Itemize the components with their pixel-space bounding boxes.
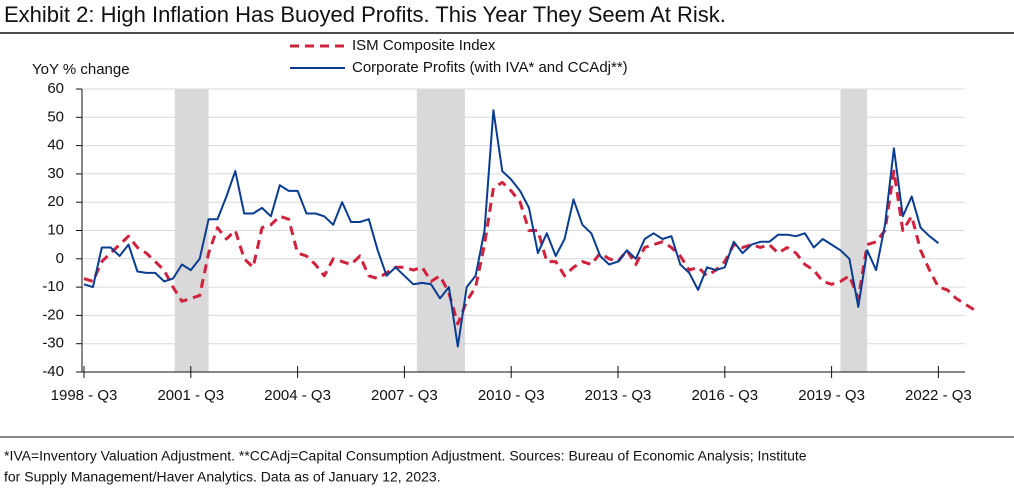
x-tick-label: 2010 - Q3 — [478, 387, 545, 404]
y-tick-label: -40 — [42, 363, 64, 380]
y-tick-label: 40 — [47, 137, 64, 154]
series-line — [83, 109, 940, 348]
legend-label: ISM Composite Index — [352, 37, 496, 54]
footnote: for Supply Management/Haver Analytics. D… — [4, 469, 441, 485]
chart-title: Exhibit 2: High Inflation Has Buoyed Pro… — [4, 2, 726, 27]
y-tick-label: -20 — [42, 306, 64, 323]
x-tick-label: 2001 - Q3 — [157, 387, 224, 404]
x-tick-label: 2004 - Q3 — [264, 387, 331, 404]
legend-label: Corporate Profits (with IVA* and CCAdj**… — [352, 59, 628, 76]
x-tick-label: 2007 - Q3 — [371, 387, 438, 404]
y-tick-label: 20 — [47, 193, 64, 210]
y-axis-label: YoY % change — [32, 61, 130, 78]
y-tick-label: 0 — [56, 250, 64, 267]
x-tick-label: 2019 - Q3 — [798, 387, 865, 404]
y-tick-label: 50 — [47, 108, 64, 125]
x-tick-label: 2016 - Q3 — [691, 387, 758, 404]
y-tick-label: -30 — [42, 335, 64, 352]
y-tick-label: 30 — [47, 165, 64, 182]
footnote: *IVA=Inventory Valuation Adjustment. **C… — [4, 448, 807, 464]
y-tick-label: 10 — [47, 221, 64, 238]
x-tick-label: 2022 - Q3 — [905, 387, 972, 404]
y-tick-label: -10 — [42, 278, 64, 295]
y-tick-label: 60 — [47, 80, 64, 97]
x-tick-label: 2013 - Q3 — [585, 387, 652, 404]
series-line — [83, 169, 975, 326]
x-tick-label: 1998 - Q3 — [51, 387, 118, 404]
